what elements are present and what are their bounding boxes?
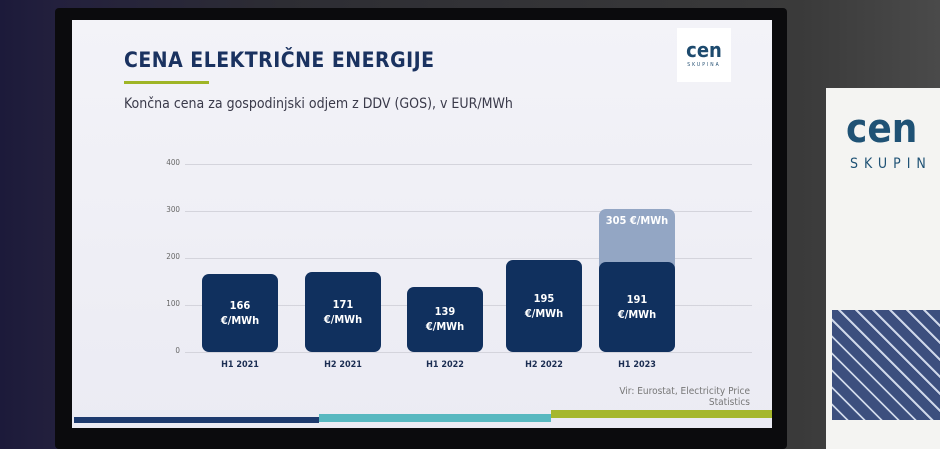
x-tick-label: H1 2022 — [426, 360, 464, 370]
slide-subtitle: Končna cena za gospodinjski odjem z DDV … — [124, 96, 513, 112]
bar — [407, 286, 483, 352]
source-note: Vir: Eurostat, Electricity Price Statist… — [619, 386, 750, 408]
y-tick-label: 100 — [166, 299, 180, 308]
value-label: 305 €/MWh — [605, 213, 669, 227]
value-label: 171 €/MWh — [323, 297, 363, 326]
y-tick-label: 0 — [175, 346, 180, 355]
bar — [506, 260, 582, 352]
logo-subtext: SKUPINA — [687, 62, 721, 68]
grid-line — [185, 211, 752, 212]
poster-logo-sub: SKUPIN — [850, 156, 932, 172]
grid-line — [185, 258, 752, 259]
y-tick-label: 400 — [166, 158, 180, 167]
value-label: 139 €/MWh — [425, 305, 465, 334]
strip — [551, 410, 772, 418]
slide-logo: cen SKUPINA — [677, 28, 731, 82]
strip — [74, 417, 319, 423]
value-label: 195 €/MWh — [524, 292, 564, 321]
grid-line — [185, 352, 752, 353]
x-tick-label: H2 2022 — [525, 360, 563, 370]
bar — [599, 262, 675, 352]
x-tick-label: H2 2021 — [324, 360, 362, 370]
poster-image — [832, 310, 940, 420]
y-tick-label: 200 — [166, 252, 180, 261]
x-tick-label: H1 2023 — [618, 360, 656, 370]
title-underline — [124, 81, 209, 84]
strip — [319, 414, 551, 422]
poster: cen SKUPIN — [826, 88, 940, 449]
logo-text: cen — [686, 38, 722, 62]
grid-line — [185, 164, 752, 165]
poster-logo: cen — [846, 106, 918, 152]
value-label: 166 €/MWh — [220, 298, 260, 327]
bar — [202, 273, 278, 352]
slide-title: CENA ELEKTRIČNE ENERGIJE — [124, 48, 435, 72]
bar — [305, 271, 381, 352]
value-label: 191 €/MWh — [617, 293, 657, 322]
y-tick-label: 300 — [166, 205, 180, 214]
x-tick-label: H1 2021 — [221, 360, 259, 370]
